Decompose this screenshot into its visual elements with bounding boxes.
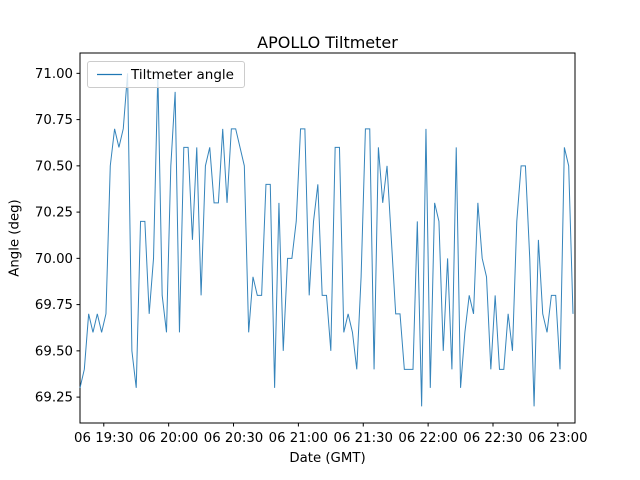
y-tick-label: 69.75 (35, 298, 73, 313)
legend: Tiltmeter angle (87, 61, 245, 88)
x-tick-label: 06 22:00 (398, 431, 457, 446)
y-tick-label: 71.00 (35, 67, 73, 82)
x-axis-label: Date (GMT) (289, 451, 366, 466)
y-tick-label: 70.50 (35, 159, 73, 174)
tiltmeter-angle-series (79, 73, 574, 407)
y-tick-label: 70.00 (35, 252, 73, 267)
y-tick-label: 70.75 (35, 113, 73, 128)
y-tick-label: 69.50 (35, 344, 73, 359)
legend-label: Tiltmeter angle (131, 66, 234, 83)
x-tick-label: 06 21:00 (269, 431, 328, 446)
x-tick-label: 06 19:30 (74, 431, 133, 446)
axes-frame (79, 52, 576, 424)
x-tick-label: 06 20:30 (204, 431, 263, 446)
chart-title: APOLLO Tiltmeter (257, 33, 398, 52)
y-tick-label: 70.25 (35, 206, 73, 221)
y-axis-label: Angle (deg) (7, 199, 23, 277)
y-tick-label: 69.25 (35, 391, 73, 406)
x-tick-label: 06 23:00 (528, 431, 587, 446)
x-tick-label: 06 22:30 (463, 431, 522, 446)
x-tick-label: 06 20:00 (139, 431, 198, 446)
x-tick-label: 06 21:30 (334, 431, 393, 446)
legend-line-sample-icon (97, 73, 122, 76)
